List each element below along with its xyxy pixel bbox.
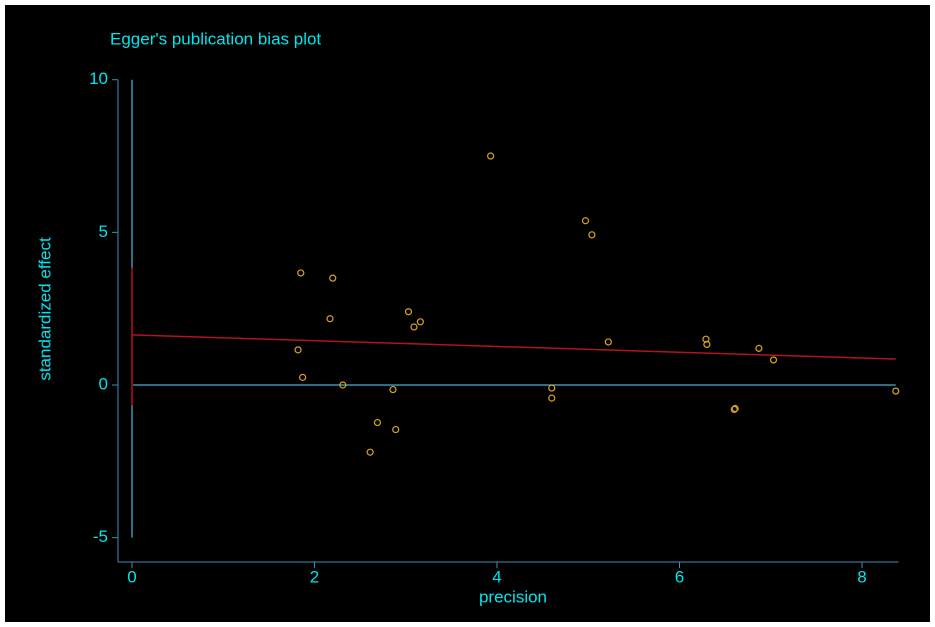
y-tick-label: 5	[99, 222, 108, 241]
study-point	[299, 373, 307, 381]
study-point	[339, 381, 347, 389]
study-point	[731, 404, 739, 413]
study-point	[892, 387, 900, 395]
study-point	[548, 394, 556, 402]
study-point	[294, 346, 302, 354]
regression-line	[131, 334, 896, 360]
study-point	[703, 340, 711, 348]
study-point	[329, 274, 337, 282]
x-tick-label: 4	[492, 567, 501, 586]
y-tick-label: 10	[89, 69, 108, 88]
x-axis-label: precision	[479, 587, 547, 606]
x-tick-label: 8	[857, 567, 866, 586]
study-point	[366, 448, 374, 456]
study-point	[373, 418, 382, 427]
y-tick-label: -5	[93, 527, 108, 546]
study-point	[588, 231, 596, 239]
study-point	[755, 344, 763, 352]
study-point	[389, 385, 397, 394]
study-point	[730, 405, 738, 414]
study-point	[404, 308, 413, 316]
study-point	[326, 315, 334, 323]
study-point	[410, 323, 418, 331]
study-point	[487, 152, 495, 160]
y-axis-label: standardized effect	[35, 237, 54, 381]
chart-title: Egger's publication bias plot	[110, 29, 321, 48]
study-point	[297, 269, 305, 277]
study-point	[581, 217, 590, 225]
study-point	[548, 384, 556, 392]
x-tick-label: 2	[310, 567, 319, 586]
background	[5, 5, 930, 622]
study-point	[416, 318, 424, 326]
x-tick-label: 6	[675, 567, 684, 586]
x-tick-label: 0	[127, 567, 136, 586]
study-point	[702, 335, 710, 343]
study-point	[769, 356, 778, 364]
study-point	[604, 338, 612, 346]
y-tick-label: 0	[99, 374, 108, 393]
study-point	[392, 425, 400, 434]
